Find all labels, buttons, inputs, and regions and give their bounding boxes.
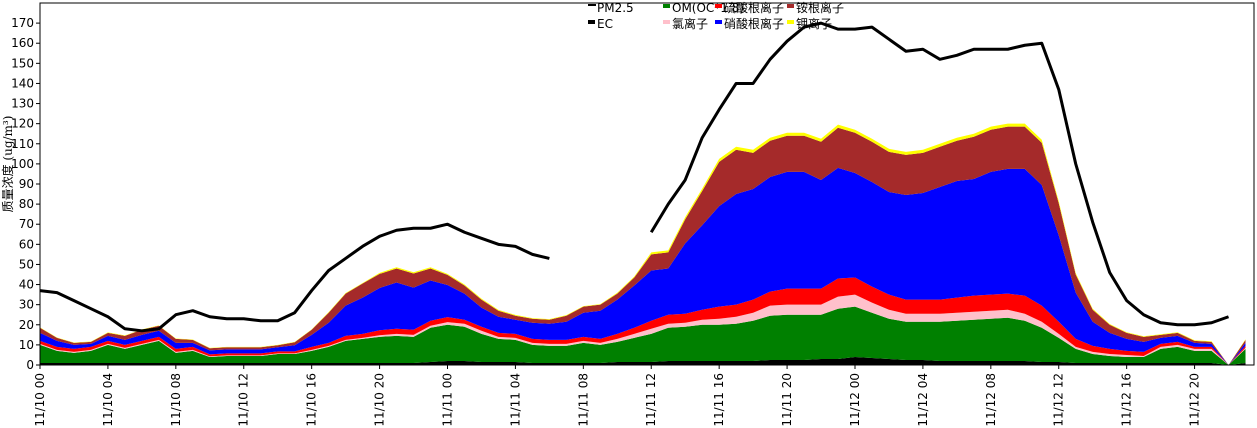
legend-swatch [588,20,595,24]
x-tick-label: 11/11 04 [508,373,522,427]
y-tick-label: 80 [19,197,34,211]
stacked-areas [40,123,1246,366]
legend-label: EC [597,17,613,31]
legend-item-nitrate: 硝酸根离子 [715,16,784,31]
legend: PM2.5 OM(OC*1.8)硫酸根离子 铵根离子 EC 氯离子 硝酸根离子 钾离子 [588,0,844,31]
legend-label: 钾离子 [796,16,832,31]
x-tick-label: 11/12 08 [984,373,998,427]
area-nitrate [40,167,1246,365]
legend-item-ec: EC [588,17,613,31]
x-tick-label: 11/12 04 [916,373,930,427]
area-ammonium [40,126,1246,365]
y-tick-label: 120 [11,117,34,131]
y-tick-label: 40 [19,278,34,292]
y-tick-label: 90 [19,177,34,191]
pm25-line-segment [39,222,550,333]
y-tick-label: 0 [26,358,34,372]
legend-label: 硝酸根离子 [724,16,784,31]
y-tick-label: 160 [11,36,34,50]
y-tick-label: 70 [19,217,34,231]
y-axis: 0 10 20 30 40 50 60 70 80 90 100 110 120 130 140 150 160… [11,16,40,372]
x-tick-label: 11/10 12 [237,373,251,427]
legend-item-ammonium: 铵根离子 [787,0,844,15]
x-tick-label: 11/12 00 [848,373,862,427]
y-tick-label: 20 [19,318,34,332]
legend-item-potassium: 钾离子 [787,16,832,31]
legend-item-chloride: 氯离子 [663,16,708,31]
legend-swatch [715,20,722,24]
legend-swatch [663,4,670,8]
x-tick-label: 11/12 12 [1052,373,1066,427]
y-tick-label: 150 [11,56,34,70]
pm25-line-segment [649,21,1230,327]
x-tick-label: 11/12 16 [1120,373,1134,427]
y-tick-label: 60 [19,237,34,251]
x-axis: 11/10 00 11/10 04 11/10 08 11/10 12 11/10 16… [33,365,1202,427]
x-tick-label: 11/11 16 [712,373,726,427]
y-tick-label: 110 [11,137,34,151]
x-tick-label: 11/10 16 [305,373,319,427]
legend-item-pm25: PM2.5 [588,1,634,15]
legend-item-sulfate: 硫酸根离子 [715,0,784,15]
legend-label: PM2.5 [597,1,634,15]
y-tick-label: 10 [19,338,34,352]
legend-label: 硫酸根离子 [724,0,784,15]
legend-swatch [715,4,722,8]
x-tick-label: 11/11 08 [576,373,590,427]
y-tick-label: 140 [11,76,34,90]
x-tick-label: 11/10 00 [33,373,47,427]
x-tick-label: 11/11 00 [440,373,454,427]
x-tick-label: 11/11 12 [644,373,658,427]
y-tick-label: 50 [19,257,34,271]
x-tick-label: 11/10 04 [101,373,115,427]
legend-swatch [787,4,794,8]
y-tick-label: 100 [11,157,34,171]
pm25-line [39,21,1230,333]
legend-label: 氯离子 [672,16,708,31]
legend-label: OM(OC*1.8) [672,1,744,15]
y-tick-label: 30 [19,298,34,312]
x-tick-label: 11/11 20 [780,373,794,427]
x-tick-label: 11/10 20 [373,373,387,427]
legend-swatch [787,20,794,24]
y-tick-label: 130 [11,97,34,111]
area-sulfate [40,277,1246,365]
legend-item-om: OM(OC*1.8) [663,1,744,15]
legend-label: 铵根离子 [796,0,844,15]
x-tick-label: 11/12 20 [1188,373,1202,427]
y-tick-label: 170 [11,16,34,30]
x-tick-label: 11/10 08 [169,373,183,427]
legend-swatch [663,20,670,24]
area-om [40,306,1246,365]
y-axis-title: 质量浓度 (ug/m³) [0,116,15,213]
